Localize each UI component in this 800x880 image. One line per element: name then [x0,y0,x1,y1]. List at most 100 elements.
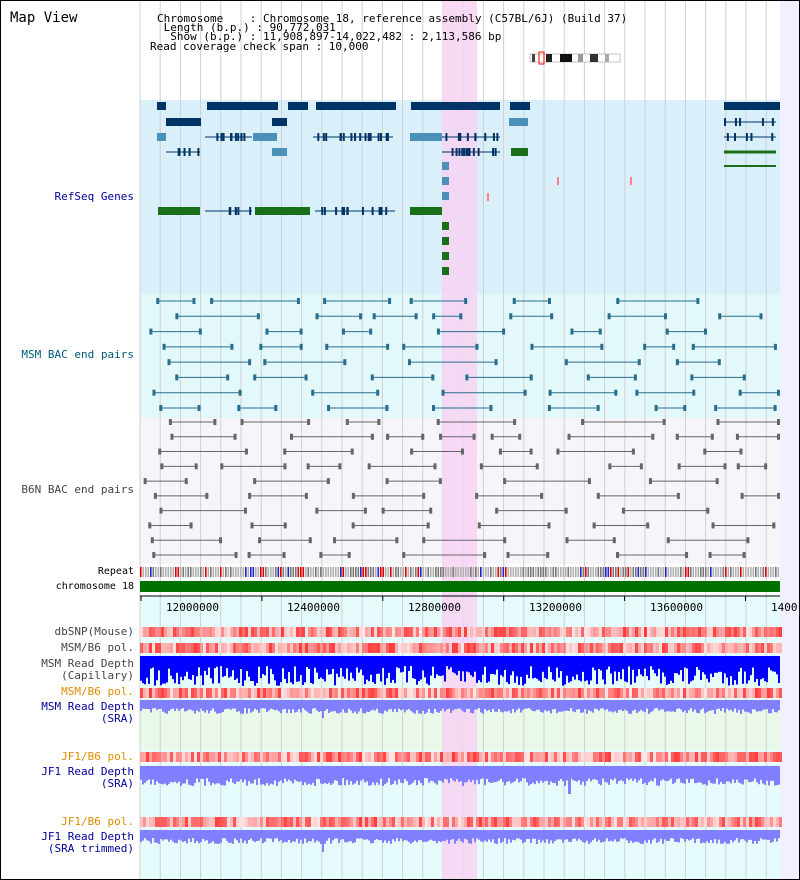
pol-mark [206,817,209,827]
pol-mark [560,643,563,653]
pol-mark [614,627,617,637]
track-label-msm-depth-sra[interactable]: MSM Read Depth (SRA) [41,700,134,725]
bac-end [372,313,376,320]
depth-mark [490,830,492,843]
repeat-mark [652,567,655,577]
depth-mark [628,700,630,714]
depth-mark [470,656,472,676]
pol-mark [458,643,461,653]
pol-mark [650,817,653,827]
depth-mark [528,700,530,709]
track-label-msm-depth-capillary[interactable]: MSM Read Depth (Capillary) [41,657,134,682]
track-label-jf1-b6-pol-1[interactable]: JF1/B6 pol. [61,750,134,763]
pol-mark [245,817,248,827]
depth-mark [156,766,158,782]
bac-end [148,522,152,529]
pol-mark [335,627,338,637]
depth-mark [506,656,508,683]
gene-exon [745,133,748,141]
bac-end [343,359,347,366]
repeat-mark [225,567,227,577]
depth-mark [712,700,714,711]
depth-mark [722,700,724,709]
pol-mark [581,817,584,827]
track-label-refseq[interactable]: RefSeq Genes [54,190,134,203]
track-label-repeat[interactable]: Repeat [97,566,134,577]
axis-tick-label: 12800000 [408,601,461,614]
depth-mark [318,656,320,680]
pol-mark [305,817,308,827]
repeat-mark [162,567,165,577]
pol-mark [314,752,317,762]
depth-mark [486,830,488,842]
depth-mark [776,766,778,786]
depth-mark [400,766,402,783]
repeat-mark [360,567,362,577]
repeat-mark [620,567,622,577]
pol-mark [263,688,266,698]
pol-mark [296,627,299,637]
pol-mark [287,817,290,827]
pol-mark [686,752,689,762]
depth-mark [272,700,274,710]
pol-mark [284,752,287,762]
depth-mark [468,766,470,780]
depth-mark [708,700,710,712]
track-label-chromosome[interactable]: chromosome 18 [55,581,134,592]
repeat-mark [252,567,255,577]
bac-end [764,463,768,470]
repeat-mark [592,567,595,577]
depth-mark [444,766,446,779]
gene-exon [234,133,237,141]
depth-mark [750,830,752,840]
bac-end [635,389,639,396]
depth-mark [140,830,142,843]
pol-mark [701,688,704,698]
gene-exon [230,133,233,141]
depth-mark [484,830,486,841]
gene-exon [385,207,388,215]
depth-mark [296,700,298,712]
pol-mark [365,643,368,653]
depth-mark [750,656,752,676]
track-label-dbsnp[interactable]: dbSNP(Mouse) [54,625,134,638]
bac-end [367,463,371,470]
track-label-jf1-depth-sra[interactable]: JF1 Read Depth (SRA) [41,765,134,790]
track-label-msm-b6-pol-2[interactable]: MSM/B6 pol. [61,685,134,698]
pol-mark [632,627,635,637]
pol-mark [395,627,398,637]
depth-mark [340,656,342,669]
depth-mark [278,766,280,782]
track-label-msm-b6-pol-1[interactable]: MSM/B6 pol. [61,641,134,654]
pol-mark [638,627,641,637]
pol-mark [347,643,350,653]
track-label-jf1-b6-pol-2[interactable]: JF1/B6 pol. [61,815,134,828]
depth-mark [382,656,384,668]
pol-mark [461,627,464,637]
pol-mark [632,752,635,762]
pol-mark [251,752,254,762]
depth-mark [310,700,312,714]
ideogram-band [590,54,598,62]
depth-mark [154,656,156,686]
depth-mark [526,830,528,839]
pol-mark [164,817,167,827]
bac-end [547,298,551,304]
gene-exon [346,207,349,215]
depth-mark [388,766,390,779]
bac-end [714,405,718,411]
track-label-b6n-bac[interactable]: B6N BAC end pairs [21,483,134,496]
track-label-msm-bac[interactable]: MSM BAC end pairs [21,348,134,361]
repeat-mark [730,567,732,577]
pol-mark [767,817,770,827]
pol-mark [752,643,755,653]
depth-mark [564,700,566,712]
pol-mark [383,627,386,637]
depth-mark [688,830,690,841]
pol-mark [260,688,263,698]
pol-mark [575,643,578,653]
track-label-jf1-depth-trimmed[interactable]: JF1 Read Depth (SRA trimmed) [41,830,134,855]
pol-mark [758,643,761,653]
depth-mark [246,656,248,672]
